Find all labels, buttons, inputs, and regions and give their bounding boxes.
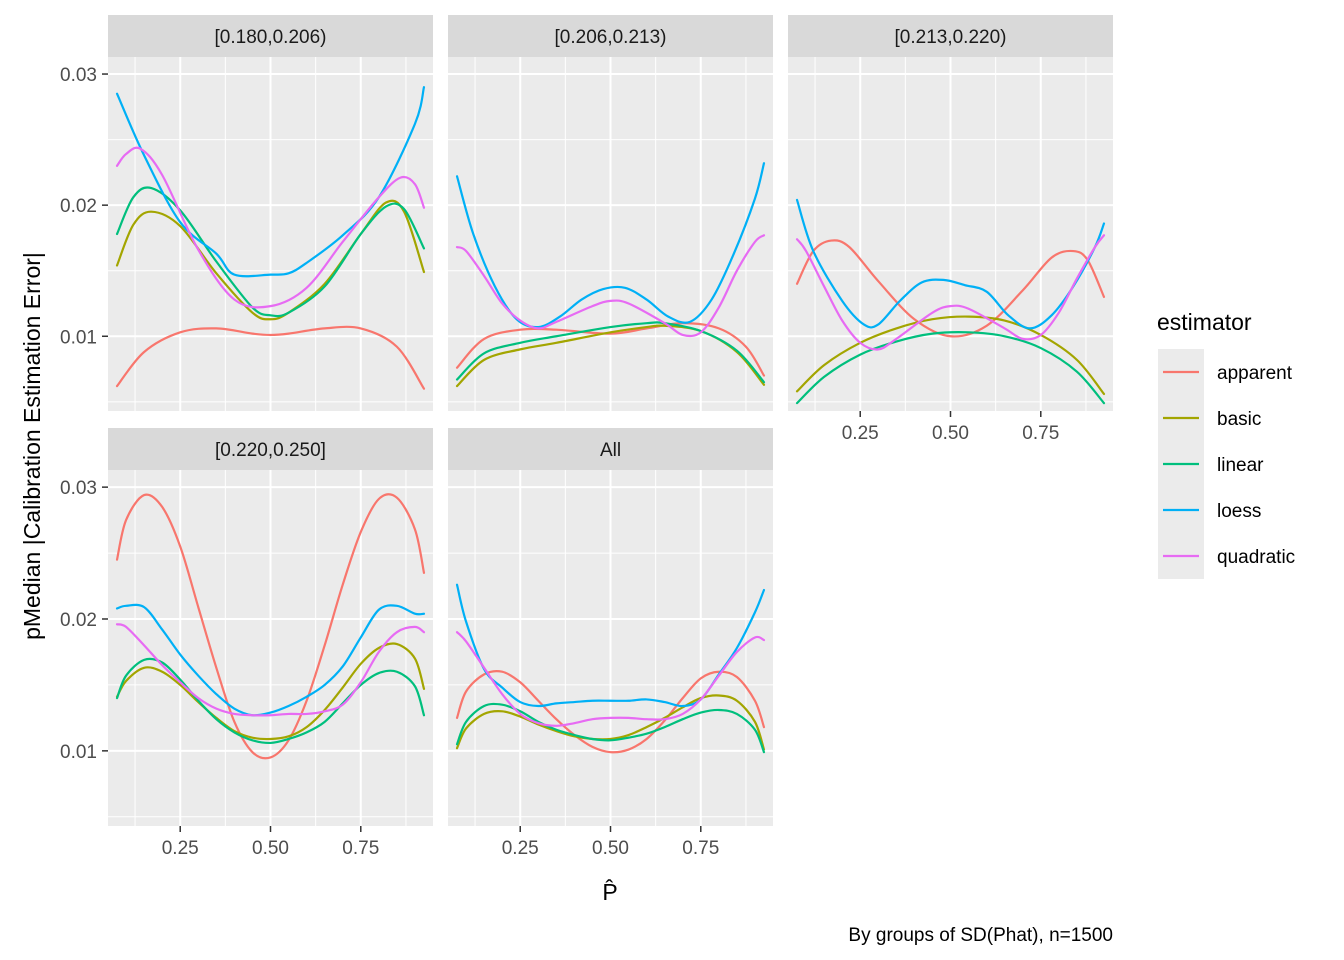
y-tick-label: 0.02 bbox=[60, 196, 97, 217]
series-line-apparent bbox=[115, 493, 426, 760]
series-line-quadratic bbox=[455, 234, 766, 338]
legend-title: estimator bbox=[1157, 309, 1252, 335]
series-line-basic bbox=[115, 199, 426, 321]
series-line-apparent bbox=[455, 322, 766, 377]
x-tick-label: 0.75 bbox=[1022, 423, 1059, 444]
series-line-linear bbox=[455, 321, 766, 384]
x-tick-label: 0.25 bbox=[502, 838, 539, 859]
x-tick-label: 0.25 bbox=[162, 838, 199, 859]
chart-caption: By groups of SD(Phat), n=1500 bbox=[848, 925, 1113, 946]
x-tick-label: 0.75 bbox=[682, 838, 719, 859]
x-tick-label: 0.50 bbox=[252, 838, 289, 859]
y-tick-label: 0.02 bbox=[60, 610, 97, 631]
series-line-basic bbox=[115, 642, 426, 741]
series-line-quadratic bbox=[455, 631, 766, 727]
y-tick-label: 0.01 bbox=[60, 327, 97, 348]
legend-label: loess bbox=[1217, 501, 1261, 522]
y-tick-label: 0.03 bbox=[60, 478, 97, 499]
series-line-basic bbox=[795, 315, 1106, 396]
legend-label: basic bbox=[1217, 409, 1261, 430]
facet-panel: [0.213,0.220) 0.25 0.50 0.75 bbox=[788, 15, 1113, 444]
facet-strip-label: [0.180,0.206) bbox=[215, 27, 327, 48]
facet-panel: [0.180,0.206) 0.01 0.02 0.03 bbox=[60, 15, 433, 411]
facet-strip-label: [0.213,0.220) bbox=[895, 27, 1007, 48]
legend-label: apparent bbox=[1217, 363, 1293, 384]
series-line-loess bbox=[795, 198, 1106, 330]
facet-strip bbox=[788, 15, 1113, 57]
facet-panel: All 0.25 0.50 0.75 bbox=[448, 428, 773, 859]
facet-panel: [0.220,0.250] 0.25 0.50 0.75 0.01 0.02 0.03 bbox=[60, 428, 433, 859]
facet-strip bbox=[448, 15, 773, 57]
legend-label: quadratic bbox=[1217, 547, 1295, 568]
legend-item-linear: linear bbox=[1158, 441, 1264, 487]
legend-item-basic: basic bbox=[1158, 395, 1261, 441]
facet-strip bbox=[108, 428, 433, 470]
series-line-loess bbox=[115, 603, 426, 717]
facet-strip bbox=[108, 15, 433, 57]
facet-panels: [0.180,0.206) 0.01 0.02 0.03 [0.206,0.213) [0… bbox=[60, 15, 1113, 859]
y-tick-label: 0.03 bbox=[60, 65, 97, 86]
x-axis-title: P̂ bbox=[602, 878, 617, 905]
series-line-loess bbox=[455, 162, 766, 329]
y-tick-label: 0.01 bbox=[60, 742, 97, 763]
facet-strip bbox=[448, 428, 773, 470]
legend-label: linear bbox=[1217, 455, 1264, 476]
facet-strip-label: [0.206,0.213) bbox=[555, 27, 667, 48]
series-line-linear bbox=[115, 186, 426, 318]
series-line-linear bbox=[795, 331, 1106, 405]
series-line-quadratic bbox=[115, 623, 426, 717]
facet-panel: [0.206,0.213) bbox=[448, 15, 773, 411]
series-line-linear bbox=[115, 657, 426, 745]
legend-item-loess: loess bbox=[1158, 487, 1261, 533]
series-line-apparent bbox=[455, 670, 766, 754]
legend-item-quadratic: quadratic bbox=[1158, 533, 1295, 579]
series-line-basic bbox=[455, 694, 766, 751]
x-tick-label: 0.50 bbox=[592, 838, 629, 859]
x-tick-label: 0.75 bbox=[342, 838, 379, 859]
series-line-quadratic bbox=[115, 146, 426, 309]
y-axis-title: pMedian |Calibration Estimation Error| bbox=[19, 252, 45, 640]
legend: apparent basic linear loess quadratic bbox=[1158, 349, 1295, 579]
x-tick-label: 0.50 bbox=[932, 423, 969, 444]
series-line-apparent bbox=[795, 239, 1106, 338]
series-line-linear bbox=[455, 702, 766, 754]
facet-strip-label: [0.220,0.250] bbox=[215, 440, 326, 461]
legend-item-apparent: apparent bbox=[1158, 349, 1293, 395]
series-line-quadratic bbox=[795, 234, 1106, 351]
x-tick-label: 0.25 bbox=[842, 423, 879, 444]
facet-strip-label: All bbox=[600, 440, 621, 461]
series-line-loess bbox=[115, 86, 426, 278]
series-line-apparent bbox=[115, 325, 426, 390]
